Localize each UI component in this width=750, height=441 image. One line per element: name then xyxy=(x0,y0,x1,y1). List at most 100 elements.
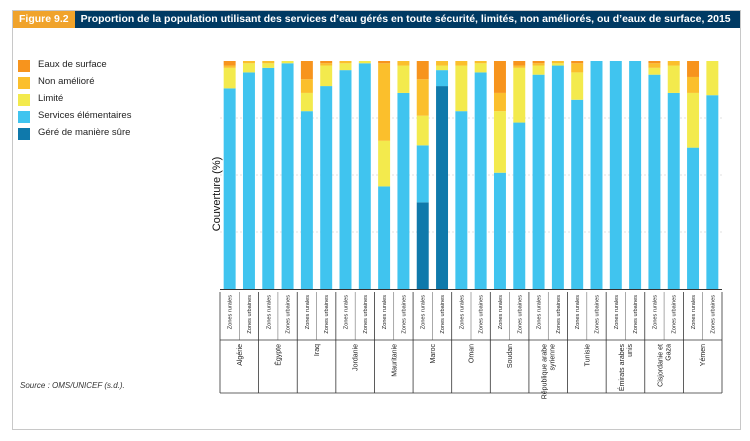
legend-swatch xyxy=(18,111,30,123)
bar-segment-services-elementaires xyxy=(687,147,700,289)
tick-label-zone: Zones urbaines xyxy=(247,295,253,334)
bar-segment-services-elementaires xyxy=(667,92,680,289)
figure-label: Figure 9.2 xyxy=(13,11,75,28)
bar-segment-limite xyxy=(320,65,333,87)
tick-label-country-line: Jordanie xyxy=(353,344,360,371)
bar-segment-limite xyxy=(493,111,506,173)
tick-label-country: République arabesyrienne xyxy=(542,344,557,399)
tick-label-zone: Zones urbaines xyxy=(401,295,407,334)
tick-label-zone: Zones rurales xyxy=(614,295,620,329)
bar-segment-non-ameliore xyxy=(300,79,313,93)
bar-segment-limite xyxy=(300,92,313,112)
tick-label-zone: Zones rurales xyxy=(537,295,543,329)
bar-segment-eaux-de-surface xyxy=(300,61,313,80)
bar-segment-eaux-de-surface xyxy=(493,61,506,93)
tick-label-country-line: Iraq xyxy=(314,344,321,356)
bar-segment-non-ameliore xyxy=(223,65,236,68)
bar-segment-services-elementaires xyxy=(706,95,719,289)
bar-segment-eaux-de-surface xyxy=(416,61,429,80)
tick-label-zone: Zones urbaines xyxy=(324,295,330,334)
bar-segment-gere-de-maniere-sure xyxy=(436,86,449,289)
bar-segment-eaux-de-surface xyxy=(532,61,545,64)
bar-segment-limite xyxy=(262,63,275,68)
bar-segment-limite xyxy=(474,63,487,73)
bar-segment-non-ameliore xyxy=(262,61,275,64)
bar-segment-non-ameliore xyxy=(667,61,680,66)
bar-segment-services-elementaires xyxy=(358,63,371,289)
bar-segment-services-elementaires xyxy=(223,88,236,289)
bar-segment-non-ameliore xyxy=(436,61,449,66)
bar-segment-services-elementaires xyxy=(397,92,410,289)
tick-label-country-line: Mauritanie xyxy=(391,344,398,377)
bar-segment-eaux-de-surface xyxy=(320,61,333,64)
bar-segment-non-ameliore xyxy=(571,63,584,73)
tick-label-country: Soudan xyxy=(507,344,514,368)
bar-segment-limite xyxy=(706,61,719,96)
figure-title: Proportion de la population utilisant de… xyxy=(80,13,731,25)
bar-segment-services-elementaires xyxy=(532,74,545,290)
legend-swatch xyxy=(18,128,30,140)
legend-label: Géré de manière sûre xyxy=(38,127,131,138)
bar-segment-non-ameliore xyxy=(513,65,526,68)
bar-segment-services-elementaires xyxy=(378,186,391,289)
tick-label-country-line: Gaza xyxy=(666,344,673,361)
tick-label-country: Émirats arabesunis xyxy=(617,344,634,392)
bar-segment-non-ameliore xyxy=(648,63,661,68)
bar-segment-non-ameliore xyxy=(532,63,545,66)
tick-label-zone: Zones urbaines xyxy=(440,295,446,334)
tick-label-country: Iraq xyxy=(314,344,321,356)
bar-segment-limite xyxy=(281,61,294,64)
tick-label-zone: Zones rurales xyxy=(382,295,388,329)
tick-label-country-line: syrienne xyxy=(550,344,557,371)
bar-segment-services-elementaires xyxy=(300,111,313,289)
bar-segment-limite xyxy=(416,115,429,146)
bar-segment-services-elementaires xyxy=(436,70,449,87)
bar-segment-eaux-de-surface xyxy=(513,61,526,66)
bar-segment-services-elementaires xyxy=(590,61,603,289)
bar-segment-limite xyxy=(358,61,371,64)
bar-segment-services-elementaires xyxy=(455,111,468,289)
bar-segment-services-elementaires xyxy=(242,72,255,290)
bar-segment-eaux-de-surface xyxy=(571,61,584,64)
tick-label-country-line: Soudan xyxy=(507,344,514,368)
tick-label-zone: Zones urbaines xyxy=(479,295,485,334)
bar-segment-limite xyxy=(532,65,545,75)
legend-swatch xyxy=(18,60,30,72)
bar-segment-services-elementaires xyxy=(416,145,429,203)
bar-segment-non-ameliore xyxy=(551,61,564,64)
bar-segment-limite xyxy=(378,140,391,187)
tick-label-zone: Zones rurales xyxy=(421,295,427,329)
bar-segment-limite xyxy=(648,67,661,75)
tick-label-country: Jordanie xyxy=(353,344,360,371)
bar-segment-limite xyxy=(551,63,564,66)
bar-segment-services-elementaires xyxy=(629,61,642,289)
bar-segment-limite xyxy=(513,67,526,123)
legend-swatch xyxy=(18,94,30,106)
tick-label-zone: Zones urbaines xyxy=(633,295,639,334)
bar-segment-services-elementaires xyxy=(262,67,275,289)
bar-segment-non-ameliore xyxy=(339,61,352,64)
bar-segment-limite xyxy=(223,67,236,89)
tick-label-zone: Zones rurales xyxy=(691,295,697,329)
legend-swatch xyxy=(18,77,30,89)
tick-label-country: Oman xyxy=(469,344,476,363)
bar-segment-non-ameliore xyxy=(397,61,410,66)
tick-label-zone: Zones rurales xyxy=(228,295,234,329)
bar-segment-non-ameliore xyxy=(416,79,429,116)
tick-label-country: Maroc xyxy=(430,344,437,364)
tick-label-zone: Zones rurales xyxy=(575,295,581,329)
tick-label-country-line: Cisjordanie et xyxy=(658,344,665,387)
legend-label: Services élémentaires xyxy=(38,110,132,121)
bar-segment-services-elementaires xyxy=(513,122,526,289)
bar-segment-services-elementaires xyxy=(648,74,661,290)
bar-segment-limite xyxy=(397,65,410,93)
tick-label-country-line: Maroc xyxy=(430,344,437,364)
tick-label-country-line: Tunisie xyxy=(584,344,591,366)
figure-header: Figure 9.2 Proportion de la population ut… xyxy=(13,11,740,28)
legend-label: Eaux de surface xyxy=(38,59,107,70)
tick-label-zone: Zones urbaines xyxy=(710,295,716,334)
bar-segment-limite xyxy=(455,65,468,112)
bar-segment-non-ameliore xyxy=(493,92,506,112)
legend-label: Limité xyxy=(38,93,64,104)
